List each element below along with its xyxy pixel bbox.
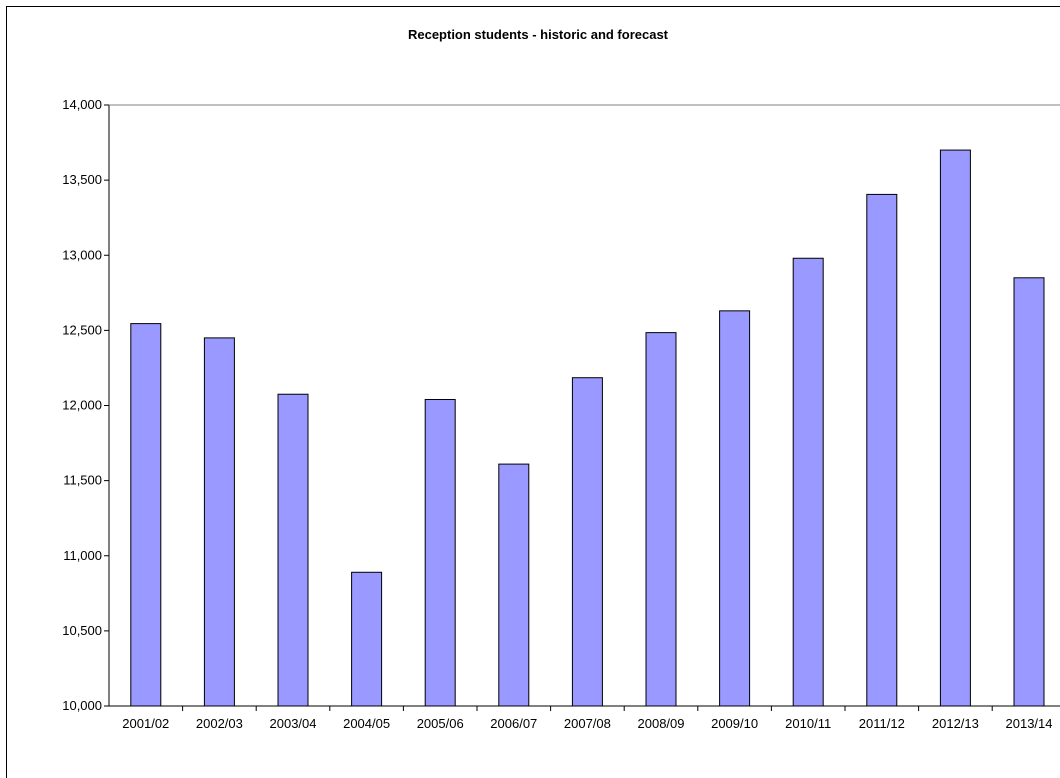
x-tick-label: 2001/02	[122, 716, 169, 731]
y-tick-label: 13,000	[62, 247, 102, 262]
chart-title: Reception students - historic and foreca…	[407, 27, 669, 42]
x-tick-label: 2009/10	[711, 716, 758, 731]
y-tick-label: 12,500	[62, 322, 102, 337]
x-tick-label: 2004/05	[343, 716, 390, 731]
x-tick-label: 2002/03	[196, 716, 243, 731]
bar-2005-06	[424, 398, 456, 707]
bars	[130, 149, 1045, 707]
x-tick-label: 2012/13	[932, 716, 979, 731]
x-tick-label: 2013/14	[1006, 716, 1053, 731]
y-tick-label: 10,000	[62, 698, 102, 713]
y-tick-label: 11,000	[63, 548, 102, 563]
bar-2006-07	[498, 463, 530, 707]
y-tick-label: 10,500	[62, 623, 102, 638]
y-tick-label: 13,500	[62, 172, 102, 187]
x-tick-label: 2005/06	[417, 716, 464, 731]
x-tick-label: 2008/09	[638, 716, 685, 731]
bar-2008-09	[645, 332, 677, 707]
bar-2009-10	[719, 310, 751, 707]
y-tick-label: 14,000	[62, 97, 102, 112]
x-tick-label: 2007/08	[564, 716, 611, 731]
bar-2003-04	[277, 393, 309, 707]
bar-2012-13	[939, 149, 971, 707]
x-axis: 2001/02 2002/03 2003/04 2004/05 2005/06 2006/…	[109, 705, 1060, 731]
bar-2001-02	[130, 323, 162, 707]
x-tick-label: 2010/11	[785, 716, 831, 731]
bar-2011-12	[866, 193, 898, 707]
y-tick-label: 11,500	[63, 473, 102, 488]
x-tick-label: 2011/12	[859, 716, 905, 731]
y-axis: 10,000 10,500 11,000 11,500 12,000 12,500 13,0…	[62, 97, 1060, 713]
x-tick-label: 2003/04	[270, 716, 317, 731]
bar-2007-08	[571, 377, 603, 707]
bar-2013-14	[1013, 277, 1045, 707]
bar-2004-05	[351, 571, 383, 707]
x-tick-label: 2006/07	[490, 716, 537, 731]
bar-2010-11	[792, 257, 824, 707]
y-tick-label: 12,000	[62, 398, 102, 413]
bar-2002-03	[203, 337, 235, 707]
